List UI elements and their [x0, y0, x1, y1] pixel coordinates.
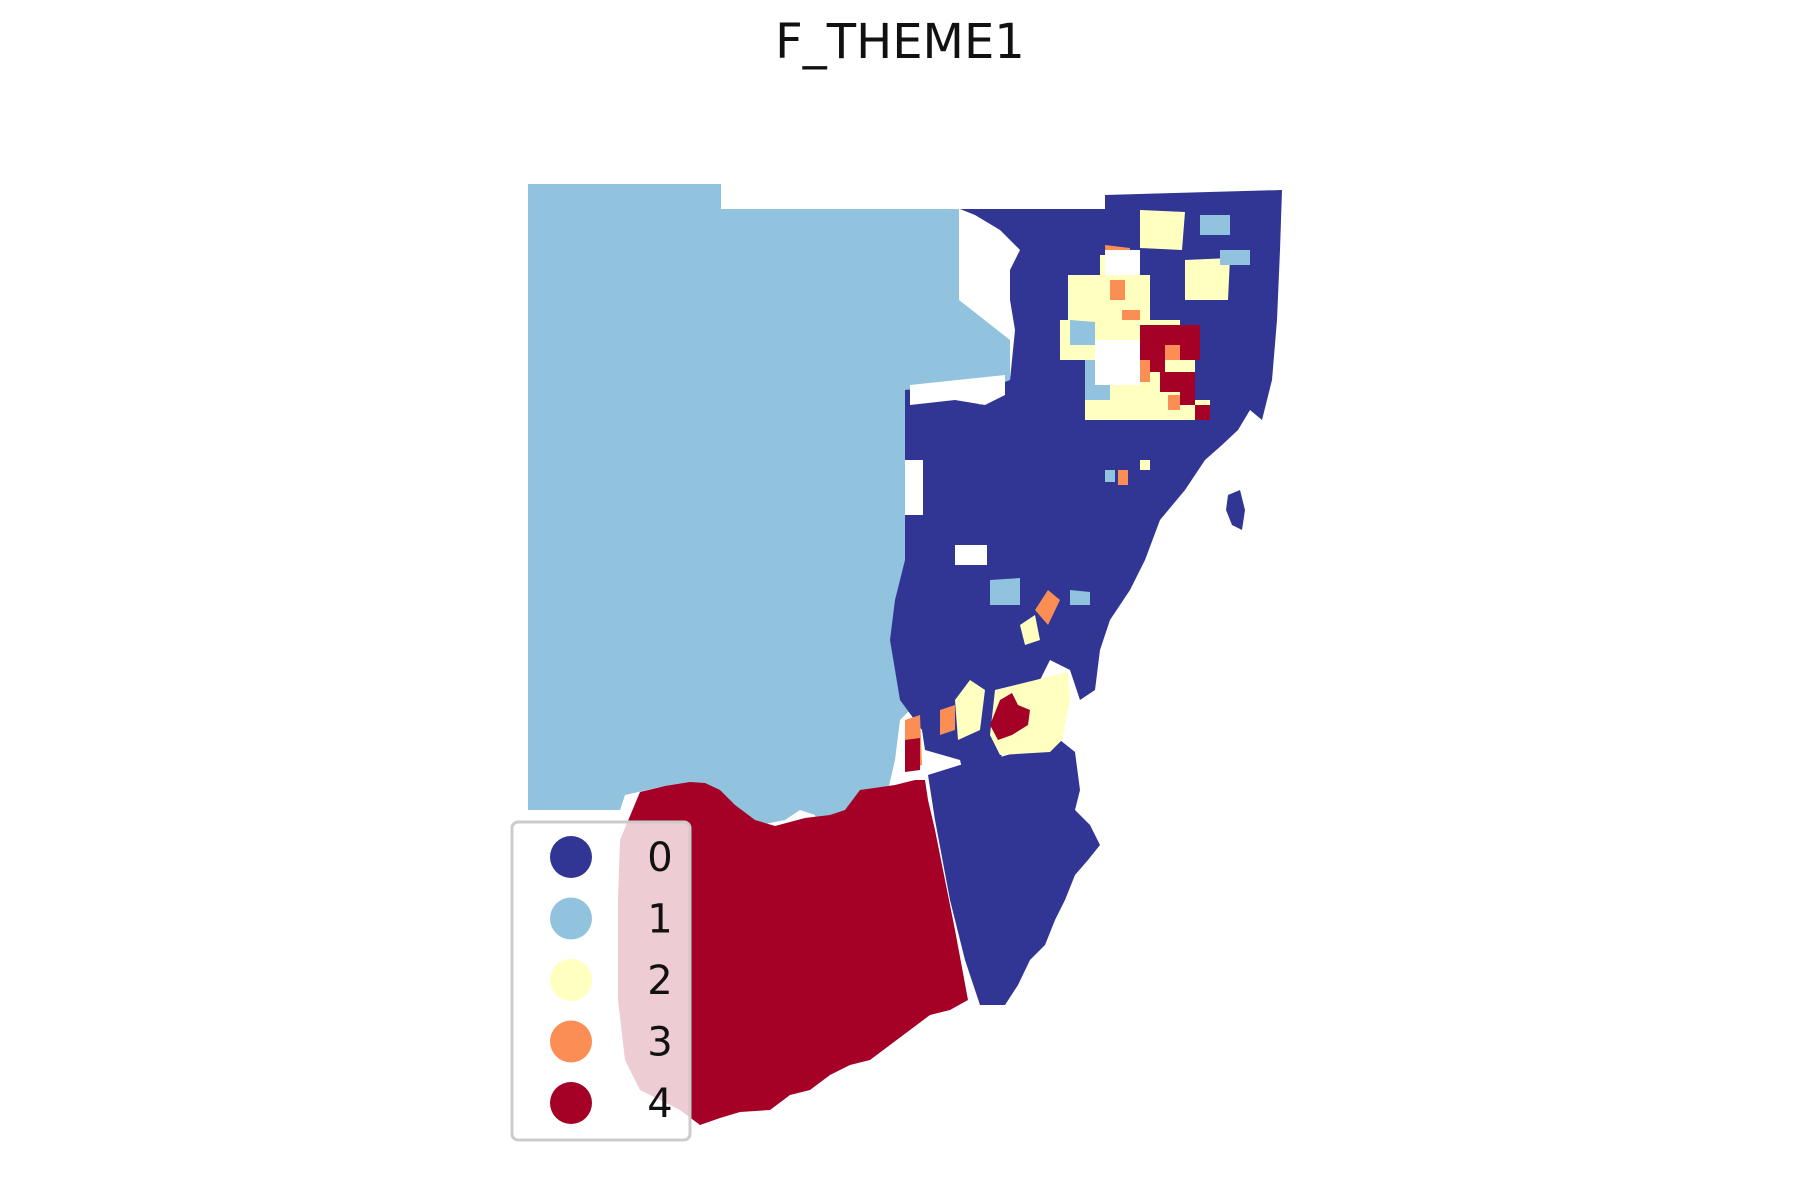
gap-3 [955, 545, 987, 565]
legend-label-4: 4 [647, 1081, 672, 1127]
patch-corridor-3 [940, 705, 955, 735]
gap-4 [910, 375, 1005, 405]
patch-north-5 [1185, 258, 1230, 300]
legend: 0 1 2 3 4 [510, 820, 692, 1142]
patch-coast-1 [1118, 470, 1128, 485]
patch-corridor-8 [1070, 590, 1090, 605]
legend-box [510, 820, 692, 1142]
legend-marker-0 [550, 836, 592, 878]
patch-north-red-3 [1160, 372, 1195, 392]
legend-label-1: 1 [647, 897, 672, 943]
patch-north-3 [1140, 210, 1185, 250]
legend-marker-1 [550, 897, 592, 940]
offshore-island [1226, 490, 1245, 530]
legend-marker-4 [550, 1082, 592, 1124]
gap-5 [905, 460, 923, 515]
map-area [528, 184, 1282, 1125]
region-southeast-rural [928, 740, 1100, 1005]
legend-label-0: 0 [647, 835, 672, 881]
patch-corridor-4 [905, 738, 920, 772]
patch-corridor-6 [1020, 615, 1040, 645]
patch-coast-3 [1140, 460, 1150, 470]
legend-label-2: 2 [647, 958, 672, 1004]
patch-north-orange-3 [1168, 395, 1180, 410]
patch-north-orange-2 [1140, 360, 1150, 382]
patch-north-6 [1068, 275, 1150, 320]
region-inner-red [990, 693, 1030, 740]
legend-label-3: 3 [647, 1020, 672, 1066]
region-south-keys [618, 780, 968, 1125]
gap-1 [1105, 250, 1140, 275]
patch-north-red-4 [1180, 392, 1195, 405]
patch-coast-2 [1105, 470, 1115, 482]
gap-2 [1095, 340, 1140, 385]
patch-north-7 [1110, 280, 1125, 300]
map-title: F_THEME1 [775, 14, 1025, 70]
patch-corridor-1 [955, 680, 985, 740]
patch-north-red-5 [1195, 405, 1210, 420]
patch-north-4 [1200, 215, 1230, 235]
patch-corridor-7 [990, 578, 1020, 605]
patch-corridor-5 [1035, 590, 1060, 625]
legend-marker-3 [550, 1020, 592, 1063]
patch-north-10 [1070, 320, 1095, 345]
patch-north-orange-1 [1165, 345, 1180, 360]
legend-marker-2 [550, 959, 592, 1001]
region-west-everglades [528, 184, 1010, 900]
patch-north-red-1 [1140, 325, 1200, 360]
patch-coast-4 [1220, 250, 1250, 265]
